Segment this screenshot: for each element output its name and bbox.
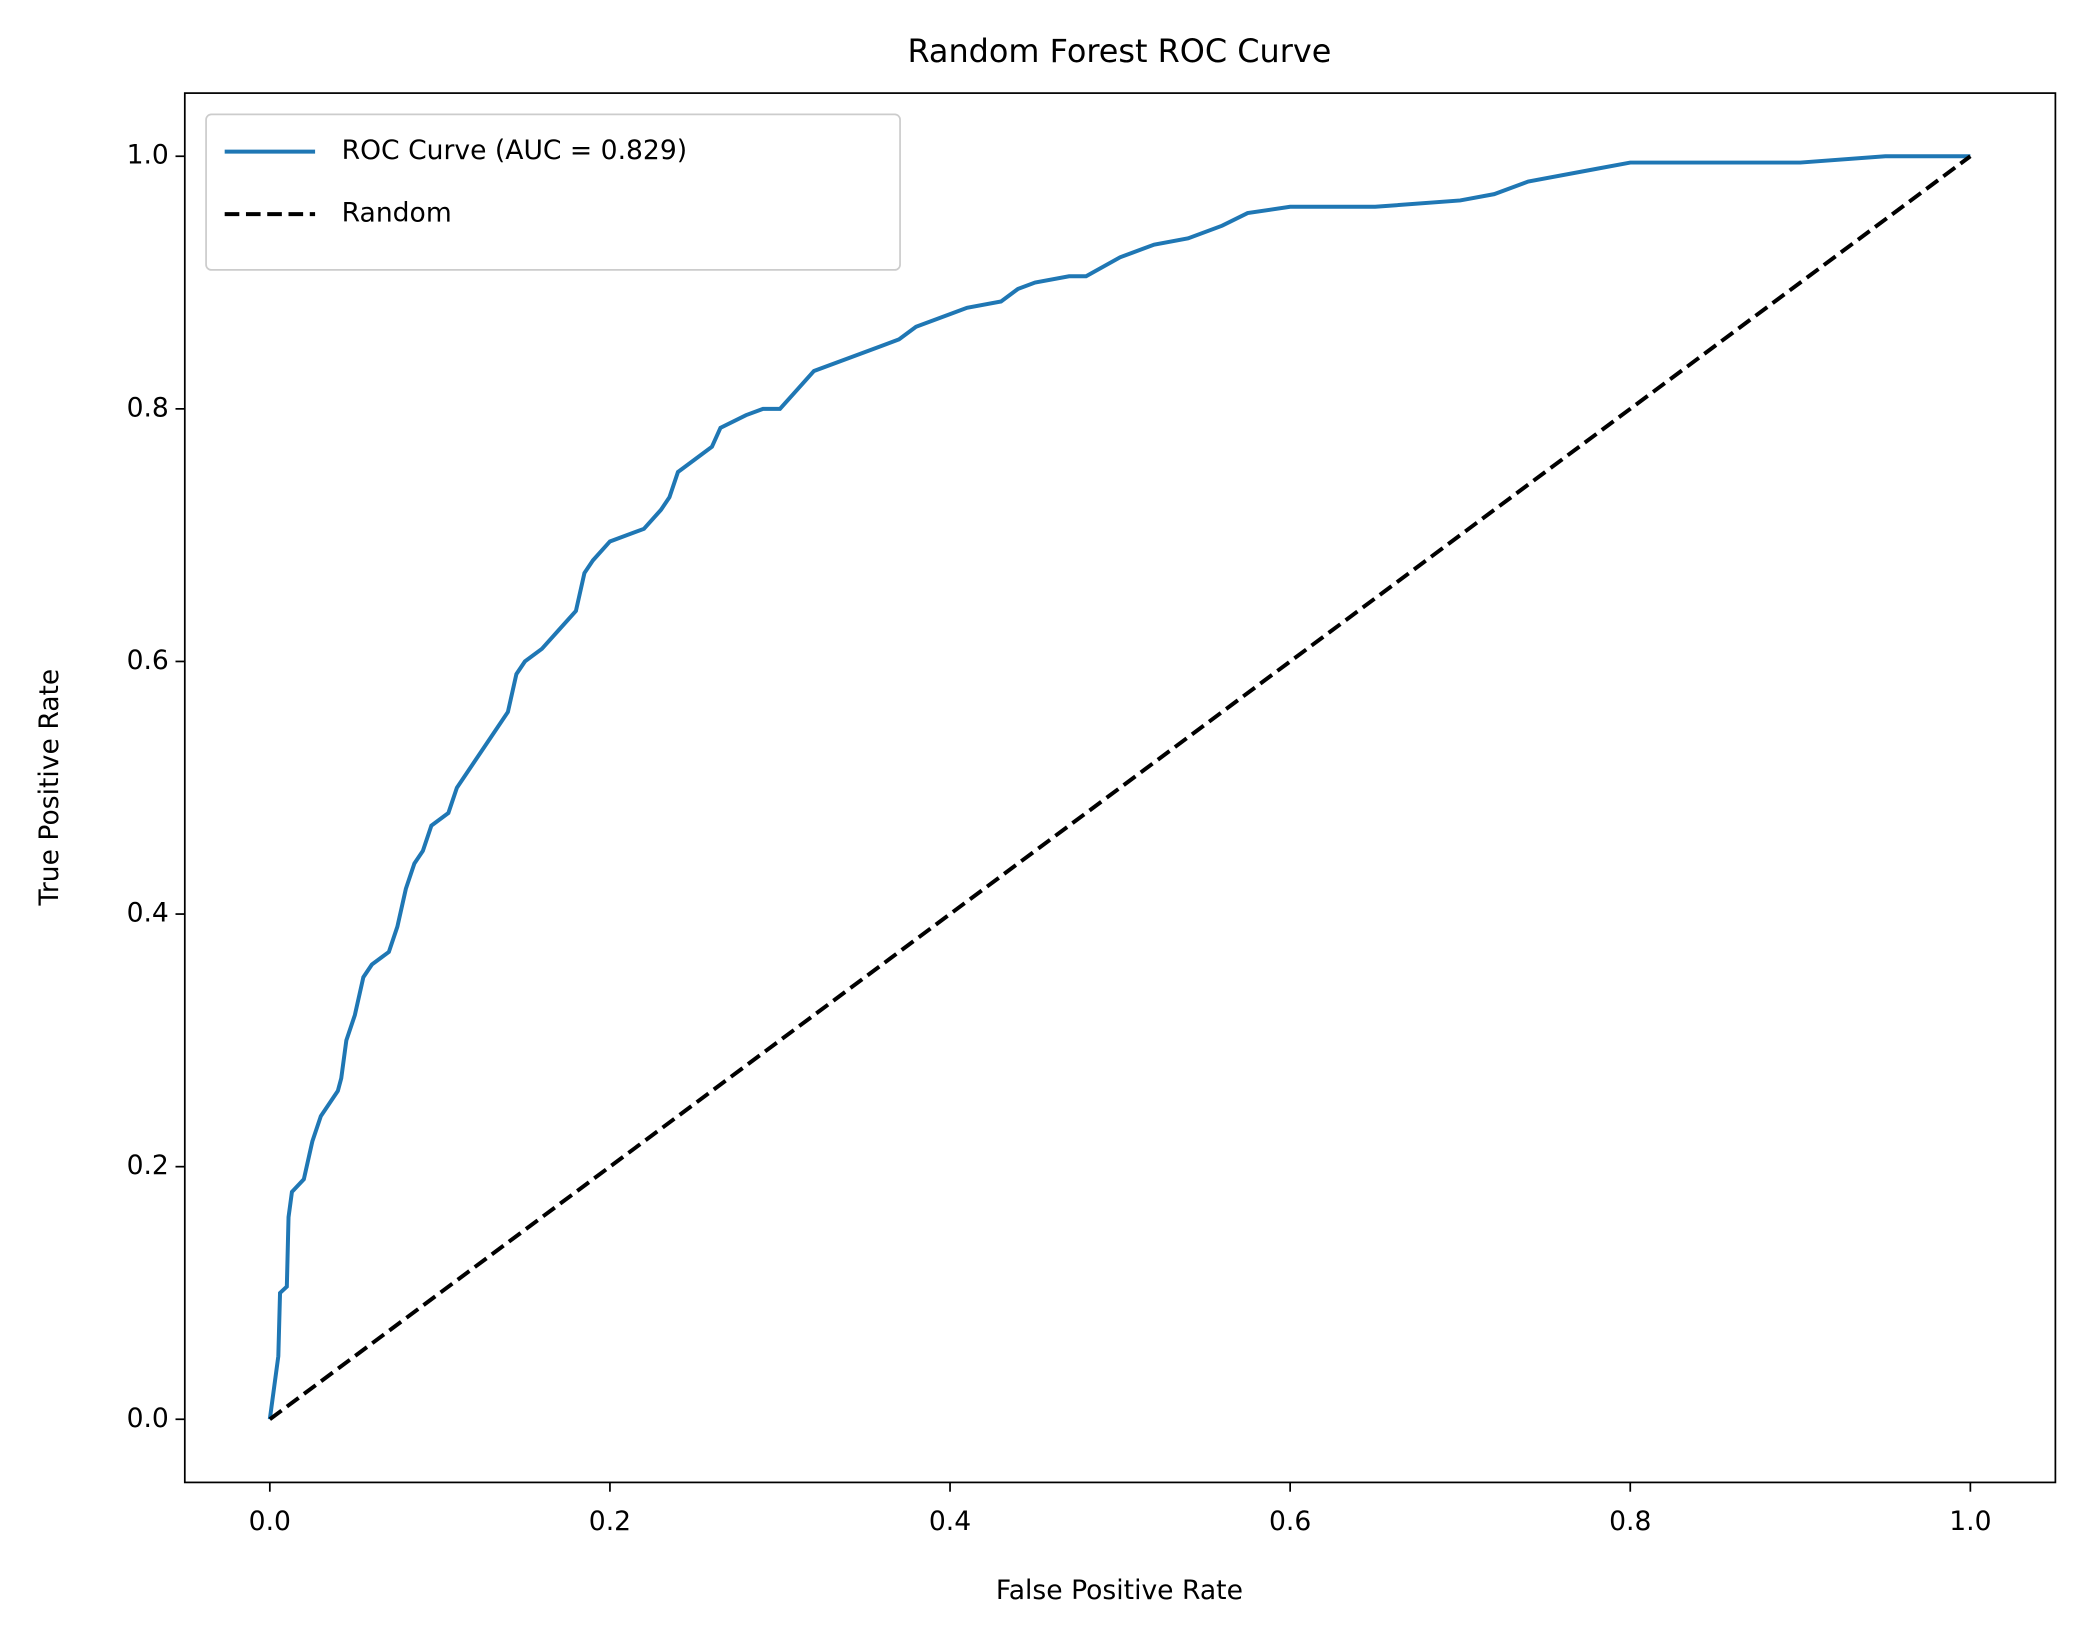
- y-tick-label: 0.0: [127, 1403, 169, 1434]
- x-tick-label: 0.6: [1269, 1506, 1311, 1537]
- x-tick-label: 0.0: [249, 1506, 291, 1537]
- legend-box: [205, 113, 901, 271]
- y-tick-label: 0.6: [127, 645, 169, 676]
- x-tick-label: 0.8: [1609, 1506, 1651, 1537]
- y-tick-label: 1.0: [127, 140, 169, 171]
- x-tick-label: 1.0: [1949, 1506, 1991, 1537]
- plot-frame: [183, 92, 2057, 1484]
- y-tick-label: 0.2: [127, 1150, 169, 1181]
- y-tick-label: 0.8: [127, 392, 169, 423]
- x-tick-label: 0.4: [929, 1506, 971, 1537]
- x-axis-label: False Positive Rate: [996, 1575, 1243, 1606]
- y-axis-label: True Positive Rate: [34, 669, 65, 907]
- x-tick-label: 0.2: [589, 1506, 631, 1537]
- legend-label: Random: [342, 198, 452, 229]
- legend-label: ROC Curve (AUC = 0.829): [342, 135, 687, 166]
- y-tick-label: 0.4: [127, 898, 169, 929]
- line-series: [268, 154, 1972, 1421]
- chart-title: Random Forest ROC Curve: [907, 32, 1331, 70]
- line-series: [267, 154, 1971, 1420]
